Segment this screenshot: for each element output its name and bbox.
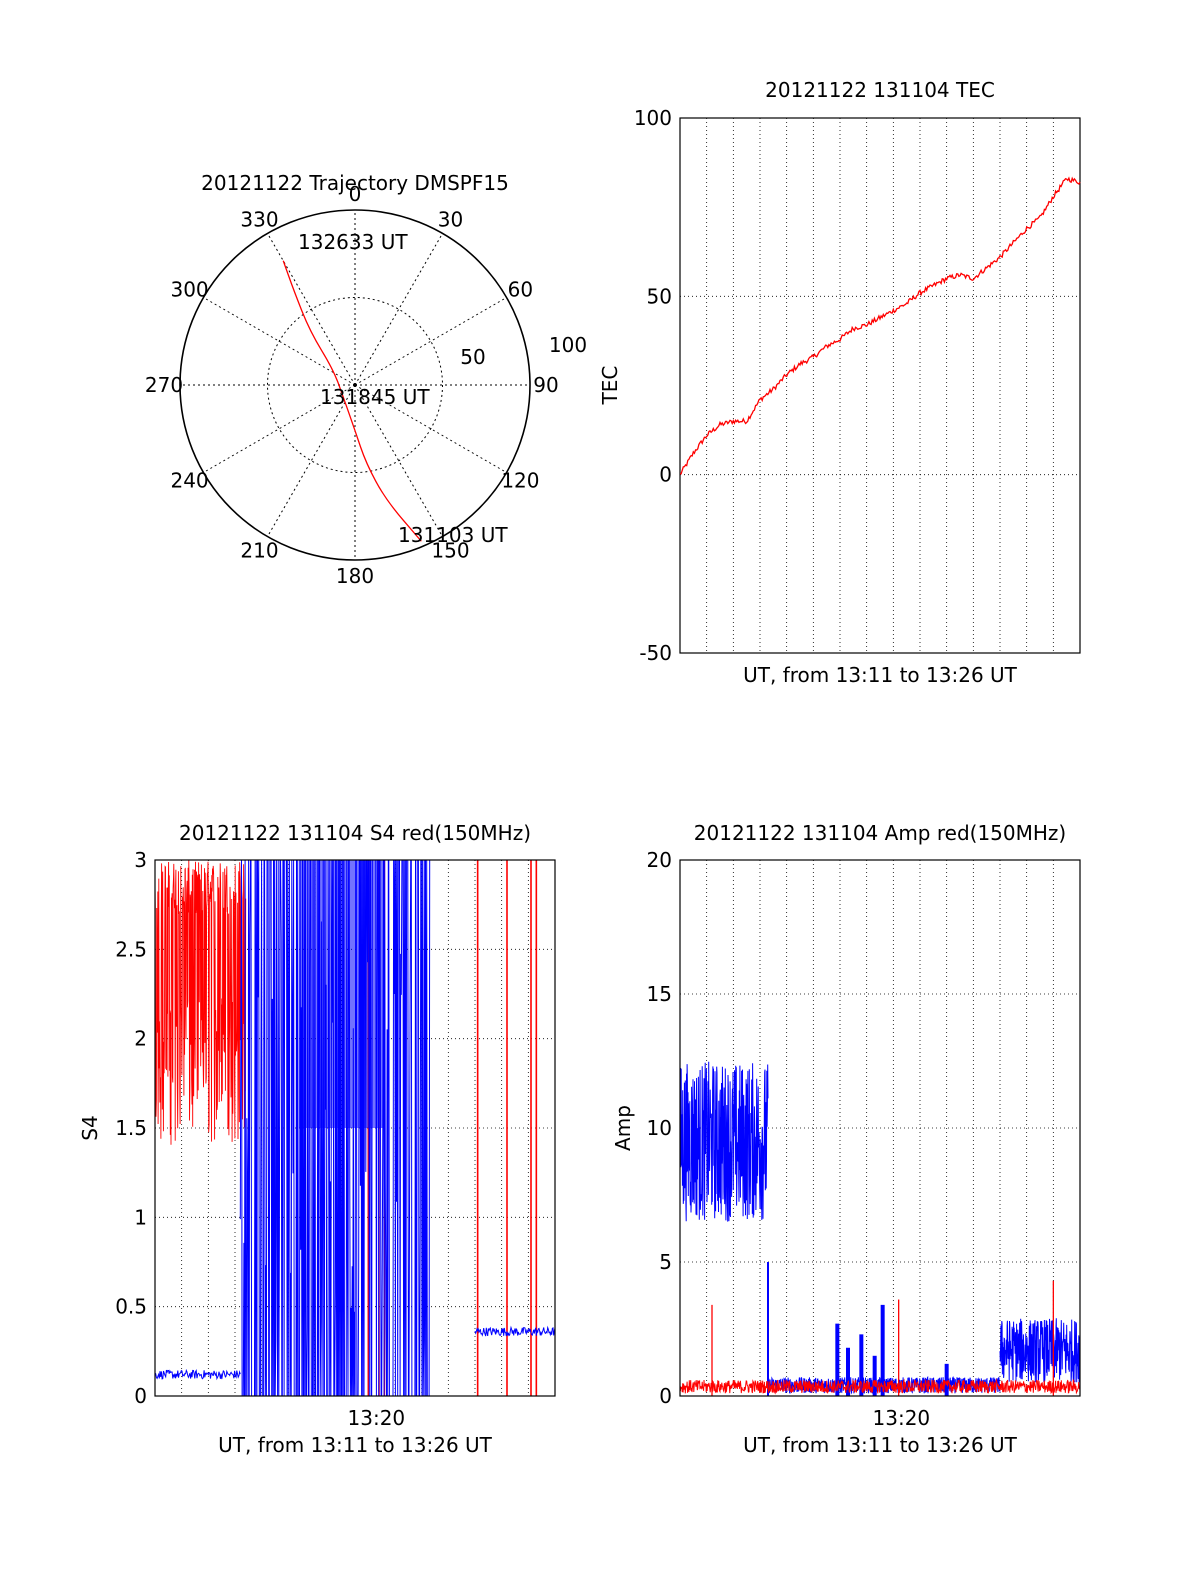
tec-ytick-label: 0	[659, 463, 672, 487]
polar-spoke-300	[203, 297, 356, 386]
s4-xlabel: UT, from 13:11 to 13:26 UT	[218, 1433, 493, 1457]
amp-title: 20121122 131104 Amp red(150MHz)	[694, 821, 1066, 845]
polar-azimuth-label-240: 240	[170, 469, 208, 493]
polar-spokes	[180, 210, 530, 560]
amp-ytick-label: 0	[659, 1384, 672, 1408]
polar-azimuth-label-0: 0	[349, 182, 362, 206]
s4-blue-baseline	[154, 1368, 241, 1381]
s4-blue-series	[154, 859, 556, 1397]
polar-radial-label-100: 100	[549, 333, 587, 357]
s4-ytick-label: 0.5	[115, 1295, 147, 1319]
polar-spoke-240	[203, 384, 356, 473]
s4-ylabel: S4	[78, 1115, 102, 1140]
amp-blue-burst	[880, 1304, 885, 1396]
polar-spoke-150	[354, 384, 443, 537]
amp-blue-burst	[859, 1334, 864, 1396]
amp-xlabel: UT, from 13:11 to 13:26 UT	[743, 1433, 1018, 1457]
polar-azimuth-label-330: 330	[240, 208, 278, 232]
polar-azimuth-label-30: 30	[438, 208, 463, 232]
s4-ytick-label: 1	[134, 1205, 147, 1229]
amp-ytick-label: 15	[647, 982, 672, 1006]
amp-ytick-label: 10	[647, 1116, 672, 1140]
amp-red-trace	[679, 1378, 1081, 1395]
polar-spoke-120	[354, 384, 507, 473]
tec-ytick-label: 50	[647, 284, 672, 308]
amp-blue-burst	[872, 1355, 877, 1396]
polar-azimuth-label-300: 300	[170, 278, 208, 302]
s4-ytick-label: 3	[134, 848, 147, 872]
s4-y-tick-labels: 0 0.5 1 1.5 2 2.5 3	[115, 848, 147, 1408]
amp-blue-burst	[944, 1363, 949, 1396]
amp-blue-series	[679, 1061, 1081, 1396]
polar-inner-ring	[267, 297, 443, 473]
polar-spoke-60	[354, 297, 507, 386]
s4-title: 20121122 131104 S4 red(150MHz)	[179, 821, 531, 845]
tec-series-line	[680, 176, 1081, 475]
amp-red-series	[679, 1280, 1081, 1396]
amp-y-tick-labels: 0 5 10 15 20	[647, 848, 672, 1408]
polar-trajectory-line	[282, 260, 422, 542]
tec-ytick-label: 100	[634, 106, 672, 130]
polar-annotation-end: 132633 UT	[298, 230, 408, 254]
polar-azimuth-label-150: 150	[431, 538, 469, 562]
amp-blue-trace	[999, 1318, 1081, 1383]
s4-panel: 20121122 131104 S4 red(150MHz) 0 0.5 1 1.5 2…	[78, 821, 556, 1457]
amp-blue-burst	[846, 1347, 850, 1396]
polar-spoke-210	[267, 384, 356, 537]
s4-ytick-label: 0	[134, 1384, 147, 1408]
amp-panel: 20121122 131104 Amp red(150MHz) 0 5 10 15 20…	[611, 821, 1081, 1457]
s4-plot-frame	[154, 859, 556, 1397]
polar-azimuth-label-90: 90	[533, 373, 558, 397]
polar-azimuth-label-210: 210	[240, 538, 278, 562]
polar-azimuth-label-270: 270	[145, 373, 183, 397]
amp-blue-trace	[679, 1061, 769, 1222]
s4-xtick-1320: 13:20	[348, 1406, 406, 1430]
polar-outer-ring	[179, 209, 531, 561]
tec-plot-frame	[679, 117, 1081, 654]
s4-blue-baseline	[474, 1325, 556, 1337]
tec-grid	[680, 117, 1080, 654]
polar-azimuth-label-60: 60	[508, 278, 533, 302]
s4-ytick-label: 2	[134, 1027, 147, 1051]
polar-annotation-start: 131103 UT	[398, 523, 508, 547]
tec-ytick-label: -50	[639, 641, 672, 665]
polar-spoke-30	[354, 233, 443, 386]
polar-title: 20121122 Trajectory DMSPF15	[201, 171, 509, 195]
s4-red-dense-trace	[154, 860, 247, 1145]
tec-xlabel: UT, from 13:11 to 13:26 UT	[743, 663, 1018, 687]
s4-ytick-label: 1.5	[115, 1116, 147, 1140]
amp-xtick-1320: 13:20	[873, 1406, 931, 1430]
tec-panel: 20121122 131104 TEC -50 0 50 100 UT, from 1…	[598, 78, 1081, 687]
polar-azimuth-label-180: 180	[336, 564, 374, 588]
polar-azimuth-label-120: 120	[501, 469, 539, 493]
amp-ylabel: Amp	[611, 1105, 635, 1151]
tec-y-tick-labels: -50 0 50 100	[634, 106, 672, 665]
amp-plot-frame	[679, 859, 1081, 1397]
tec-ylabel: TEC	[598, 366, 622, 406]
amp-ytick-label: 5	[659, 1250, 672, 1274]
polar-panel: 20121122 Trajectory DMSPF15 0 30 60 90 120 15…	[145, 171, 587, 588]
amp-blue-burst	[835, 1323, 840, 1396]
polar-azimuth-labels: 0 30 60 90 120 150 180 210 240 270 300 330	[145, 182, 559, 588]
s4-ytick-label: 2.5	[115, 937, 147, 961]
tec-title: 20121122 131104 TEC	[765, 78, 995, 102]
polar-spoke-330	[267, 233, 356, 386]
polar-radial-label-50: 50	[460, 345, 485, 369]
s4-blue-dense-fill	[299, 860, 385, 1128]
s4-blue-dense-trace	[239, 859, 431, 1397]
amp-ytick-label: 20	[647, 848, 672, 872]
polar-annotation-mid: 131845 UT	[320, 385, 430, 409]
